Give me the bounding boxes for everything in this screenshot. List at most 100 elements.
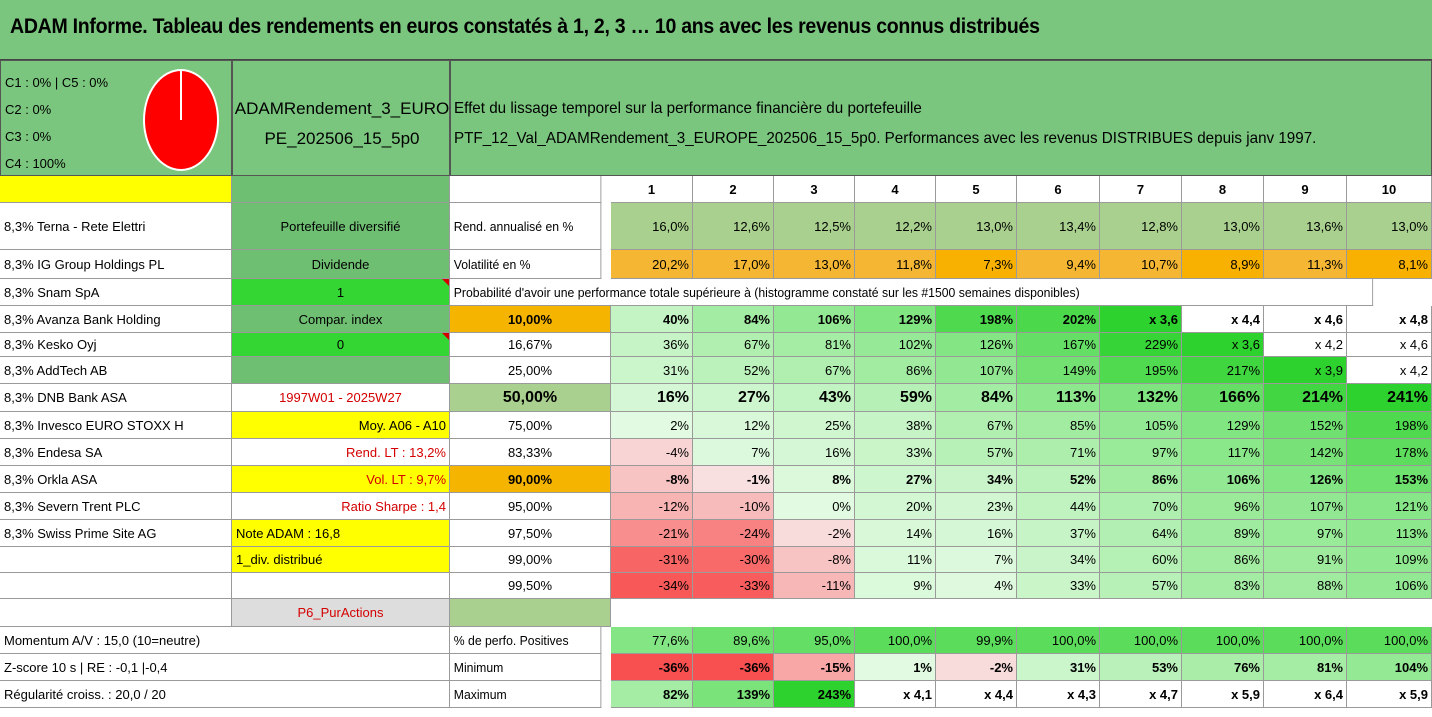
- probability-value: 97%: [1264, 520, 1347, 547]
- positive-value: 89,6%: [693, 627, 774, 654]
- probability-level: 97,50%: [450, 520, 611, 547]
- maximum-value: x 4,3: [1017, 681, 1100, 708]
- probability-value: 52%: [1017, 466, 1100, 493]
- probability-value: 34%: [1017, 547, 1100, 573]
- probability-value: 153%: [1347, 466, 1432, 493]
- probability-value: 167%: [1017, 333, 1100, 357]
- probability-value: 117%: [1182, 439, 1264, 466]
- minimum-value: 31%: [1017, 654, 1100, 681]
- probability-value: 31%: [611, 357, 693, 384]
- probability-value: x 3,9: [1264, 357, 1347, 384]
- probability-value: 33%: [1017, 573, 1100, 599]
- holding-row: 8,3% Terna - Rete Elettri: [0, 203, 232, 250]
- probability-value: 70%: [1100, 493, 1182, 520]
- probability-value: 89%: [1182, 520, 1264, 547]
- volatility-value: 11,3%: [1264, 250, 1347, 279]
- year-header-10: 10: [1347, 176, 1432, 203]
- year-header-4: 4: [855, 176, 936, 203]
- holding-row: 8,3% AddTech AB: [0, 357, 232, 384]
- year-header-8: 8: [1182, 176, 1264, 203]
- probability-level: 10,00%: [450, 306, 611, 333]
- probability-value: 36%: [611, 333, 693, 357]
- year-header-9: 9: [1264, 176, 1347, 203]
- maximum-label: Maximum: [450, 681, 602, 708]
- probability-value: 67%: [693, 333, 774, 357]
- positive-value: 99,9%: [936, 627, 1017, 654]
- portfolio-count-header: [0, 176, 232, 203]
- return-value: 13,4%: [1017, 203, 1100, 250]
- year-header-7: 7: [1100, 176, 1182, 203]
- probability-value: 7%: [693, 439, 774, 466]
- probability-level: 25,00%: [450, 357, 611, 384]
- probability-value: 88%: [1264, 573, 1347, 599]
- probability-value: 241%: [1347, 384, 1432, 412]
- probability-value: 198%: [936, 306, 1017, 333]
- category-c4: C4 : 100%: [5, 156, 66, 171]
- volatility-value: 8,1%: [1347, 250, 1432, 279]
- probability-value: -11%: [774, 573, 855, 599]
- category-c1-c5: C1 : 0% | C5 : 0%: [5, 75, 109, 90]
- volatility-label: Volatilité en %: [450, 250, 602, 279]
- probability-value: 129%: [855, 306, 936, 333]
- description-line2: PTF_12_Val_ADAMRendement_3_EUROPE_202506…: [454, 130, 1317, 147]
- empty-cell: [0, 599, 232, 627]
- dividend-distributed: 1_div. distribué: [232, 547, 450, 573]
- probability-value: 2%: [611, 412, 693, 439]
- probability-value: 113%: [1347, 520, 1432, 547]
- minimum-value: -15%: [774, 654, 855, 681]
- return-value: 13,0%: [1347, 203, 1432, 250]
- compar-index-label: Compar. index: [232, 306, 450, 333]
- minimum-value: -36%: [693, 654, 774, 681]
- probability-value: 214%: [1264, 384, 1347, 412]
- portfolio-type: Portefeuille diversifié: [232, 203, 450, 250]
- probability-value: -30%: [693, 547, 774, 573]
- maximum-value: 243%: [774, 681, 855, 708]
- probability-value: 11%: [855, 547, 936, 573]
- probability-value: 60%: [1100, 547, 1182, 573]
- compar-index-value: 0: [232, 333, 450, 357]
- probability-value: 126%: [1264, 466, 1347, 493]
- probability-value: -34%: [611, 573, 693, 599]
- probability-value: 9%: [855, 573, 936, 599]
- category-c3: C3 : 0%: [5, 129, 52, 144]
- probability-value: 86%: [855, 357, 936, 384]
- probability-value: 27%: [855, 466, 936, 493]
- positive-value: 100,0%: [1017, 627, 1100, 654]
- probability-value: 105%: [1100, 412, 1182, 439]
- probability-value: 52%: [693, 357, 774, 384]
- profile-tag: P6_PurActions: [232, 599, 450, 627]
- maximum-value: x 4,1: [855, 681, 936, 708]
- probability-value: 107%: [936, 357, 1017, 384]
- probability-value: 86%: [1100, 466, 1182, 493]
- probability-value: 4%: [936, 573, 1017, 599]
- probability-value: 16%: [936, 520, 1017, 547]
- probability-value: 149%: [1017, 357, 1100, 384]
- positive-value: 100,0%: [1264, 627, 1347, 654]
- probability-value: 0%: [774, 493, 855, 520]
- probability-value: 102%: [855, 333, 936, 357]
- return-value: 12,5%: [774, 203, 855, 250]
- report-title-bar: ADAM Informe. Tableau des rendements en …: [0, 0, 1432, 60]
- probability-value: -21%: [611, 520, 693, 547]
- maximum-value: x 5,9: [1182, 681, 1264, 708]
- probability-value: 106%: [1182, 466, 1264, 493]
- year-header-5: 5: [936, 176, 1017, 203]
- probability-value: x 4,4: [1182, 306, 1264, 333]
- probability-value: 126%: [936, 333, 1017, 357]
- probability-value: 166%: [1182, 384, 1264, 412]
- probability-value: 229%: [1100, 333, 1182, 357]
- report-title: ADAM Informe. Tableau des rendements en …: [10, 15, 1040, 38]
- probability-value: 59%: [855, 384, 936, 412]
- probability-level: 83,33%: [450, 439, 611, 466]
- portfolio-name-block: ADAMRendement_3_EURO PE_202506_15_5p0: [232, 60, 450, 176]
- holding-row: 8,3% Orkla ASA: [0, 466, 232, 493]
- minimum-value: 81%: [1264, 654, 1347, 681]
- maximum-value: x 6,4: [1264, 681, 1347, 708]
- portfolio-name-line1: ADAMRendement_3_EURO: [234, 99, 450, 118]
- probability-value: -8%: [774, 547, 855, 573]
- probability-value: 113%: [1017, 384, 1100, 412]
- adam-score: Note ADAM : 16,8: [232, 520, 450, 547]
- probability-level: 99,00%: [450, 547, 611, 573]
- average-years: Moy. A06 - A10: [232, 412, 450, 439]
